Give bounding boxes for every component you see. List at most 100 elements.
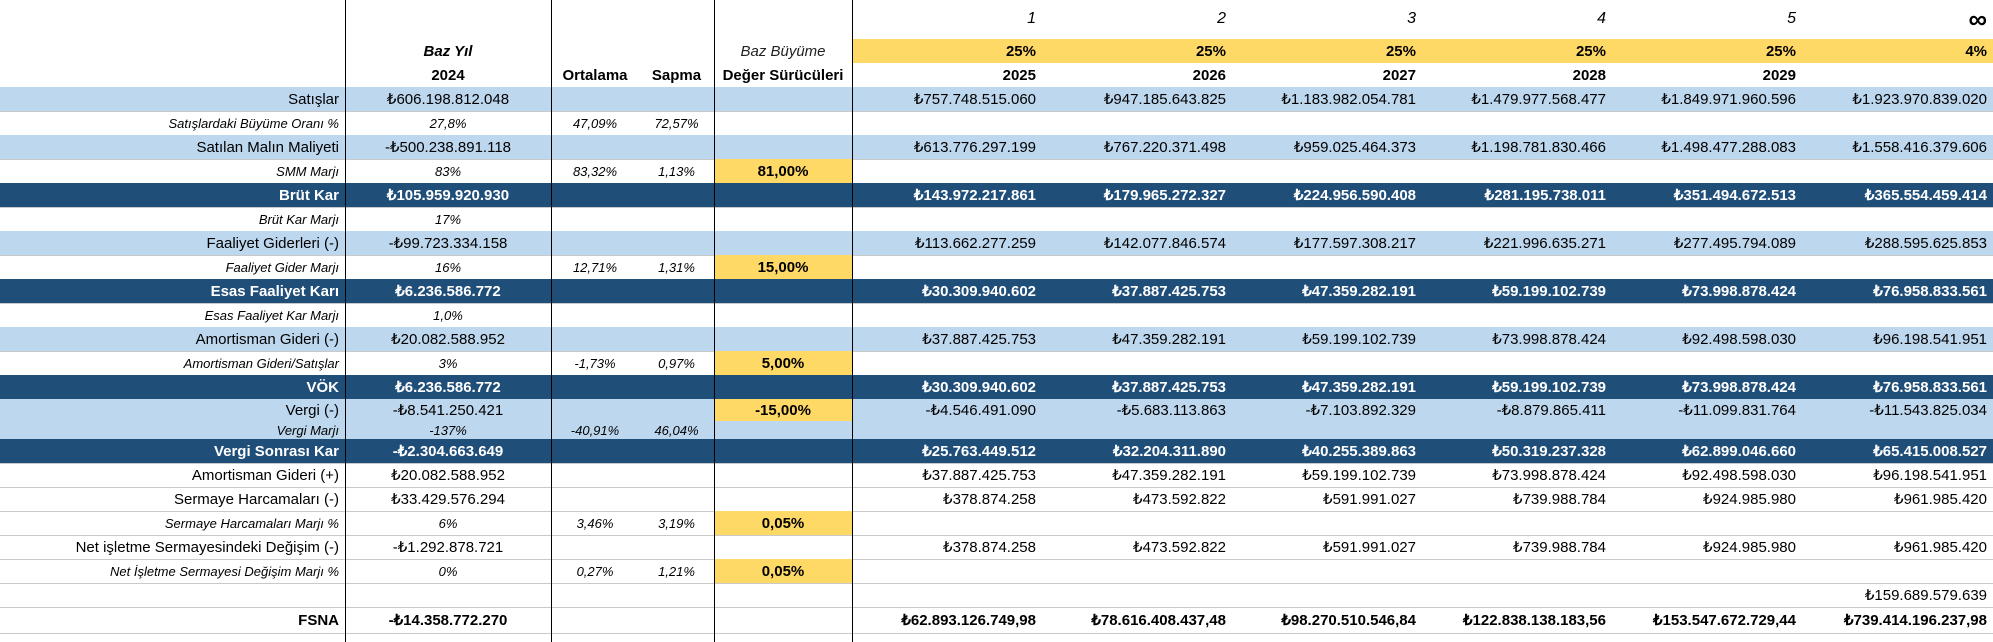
deviation-value: 3,19% — [658, 515, 695, 531]
average-value — [551, 327, 639, 351]
growth-rate: 25% — [1612, 39, 1802, 63]
base-year: 2024 — [431, 66, 465, 84]
row-label — [0, 583, 345, 607]
average-value — [551, 231, 639, 255]
table-row: Faaliyet Gider Marjı 16% 12,71% 1,31% 15,00% — [0, 255, 1993, 279]
value-driver-input — [714, 111, 852, 135]
growth-rate: 25% — [1042, 39, 1232, 63]
value-driver-input[interactable]: 5,00% — [714, 351, 852, 375]
projection-value: ₺142.077.846.574 — [1103, 235, 1226, 252]
projection-value: ₺59.199.102.739 — [1492, 379, 1606, 396]
projection-year: 2026 — [1192, 66, 1226, 84]
projection-value: ₺473.592.822 — [1133, 539, 1226, 556]
table-row: Satılan Malın Maliyeti -₺500.238.891.118 ₺… — [0, 135, 1993, 159]
value-driver-input — [714, 303, 852, 327]
projection-value: ₺76.958.833.561 — [1873, 379, 1987, 396]
projection-value: ₺924.985.980 — [1703, 491, 1796, 508]
value-driver-input — [714, 207, 852, 231]
table-row: ₺159.689.579.639 — [0, 583, 1993, 607]
row-label: Brüt Kar Marjı — [258, 211, 339, 227]
projection-value: ₺177.597.308.217 — [1293, 235, 1416, 252]
projection-value — [1422, 207, 1612, 231]
base-year-value: ₺33.429.576.294 — [391, 491, 505, 508]
average-value: 3,46% — [576, 515, 614, 531]
projection-value: ₺78.616.408.437,48 — [1091, 612, 1226, 629]
projection-value — [1612, 421, 1802, 439]
value-driver-input[interactable]: 15,00% — [714, 255, 852, 279]
row-divider — [0, 303, 1993, 304]
terminal-period-infinity: ∞ — [1968, 3, 1987, 34]
projection-value: ₺153.547.672.729,44 — [1652, 612, 1796, 629]
value-driver-input[interactable]: 0,05% — [714, 559, 852, 583]
projection-value — [1232, 511, 1422, 535]
projection-value — [852, 111, 1042, 135]
projection-value: -₺5.683.113.863 — [1116, 402, 1226, 419]
projection-value — [852, 559, 1042, 583]
row-label: Esas Faaliyet Karı — [210, 282, 339, 300]
deviation-value — [639, 463, 714, 487]
value-driver-input[interactable]: 81,00% — [714, 159, 852, 183]
base-year-value: ₺20.082.588.952 — [391, 467, 505, 484]
projection-value: ₺739.988.784 — [1513, 539, 1606, 556]
projection-value: ₺757.748.515.060 — [913, 91, 1036, 108]
table-row: Net İşletme Sermayesi Değişim Marjı % 0% 0… — [0, 559, 1993, 583]
projection-value — [1802, 303, 1993, 327]
base-year-value: -₺8.541.250.421 — [392, 402, 504, 419]
value-driver-input — [714, 421, 852, 439]
base-year-value: 17% — [434, 211, 462, 227]
projection-value: ₺113.662.277.259 — [914, 235, 1036, 252]
projection-value — [1802, 255, 1993, 279]
projection-value — [1802, 207, 1993, 231]
base-year-value: 6% — [438, 515, 458, 531]
projection-value: ₺47.359.282.191 — [1112, 467, 1226, 484]
projection-value — [1422, 511, 1612, 535]
value-driver-input — [714, 279, 852, 303]
projection-value: ₺378.874.258 — [943, 491, 1036, 508]
deviation-value — [639, 231, 714, 255]
projection-value — [1612, 159, 1802, 183]
projection-value: ₺591.991.027 — [1323, 491, 1416, 508]
period-number: 4 — [1597, 9, 1606, 27]
row-divider — [0, 535, 1993, 536]
projection-value — [1232, 159, 1422, 183]
period-number: 1 — [1027, 9, 1036, 27]
base-year-value — [345, 583, 551, 607]
projection-value: ₺37.887.425.753 — [1112, 379, 1226, 396]
projection-value — [1042, 583, 1232, 607]
projection-value: ₺65.415.008.527 — [1873, 443, 1987, 460]
value-driver-input[interactable]: 0,05% — [714, 511, 852, 535]
period-number: 5 — [1787, 9, 1796, 27]
average-value: -1,73% — [574, 355, 616, 371]
row-label: Net işletme Sermayesindeki Değişim (-) — [75, 538, 339, 556]
base-year-value: -₺1.292.878.721 — [392, 539, 504, 556]
column-border — [714, 0, 715, 642]
projection-value: ₺351.494.672.513 — [1673, 187, 1796, 204]
row-label: Brüt Kar — [278, 186, 339, 204]
table-row: Net işletme Sermayesindeki Değişim (-) -₺… — [0, 535, 1993, 559]
projection-value: ₺1.183.982.054.781 — [1281, 91, 1416, 108]
projection-value — [1612, 111, 1802, 135]
table-row: FSNA -₺14.358.772.270 ₺62.893.126.749,98 ₺7… — [0, 607, 1993, 633]
value-driver-input[interactable]: -15,00% — [714, 399, 852, 421]
base-year-value: 0% — [438, 563, 458, 579]
value-driver-input — [714, 135, 852, 159]
average-value: 0,27% — [576, 563, 614, 579]
column-border — [551, 0, 552, 642]
projection-value: ₺92.498.598.030 — [1682, 331, 1796, 348]
average-value — [551, 439, 639, 463]
average-label: Ortalama — [562, 66, 628, 84]
projection-value — [852, 583, 1042, 607]
base-year-value: 1,0% — [433, 307, 463, 323]
row-divider — [0, 207, 1993, 208]
projection-value: ₺613.776.297.199 — [913, 139, 1036, 156]
deviation-value: 0,97% — [658, 355, 695, 371]
value-driver-input — [714, 487, 852, 511]
projection-value — [852, 511, 1042, 535]
table-row: Esas Faaliyet Karı ₺6.236.586.772 ₺30.309.… — [0, 279, 1993, 303]
deviation-value — [639, 375, 714, 399]
table-row: Amortisman Gideri (-) ₺20.082.588.952 ₺37.… — [0, 327, 1993, 351]
table-row: Vergi (-) -₺8.541.250.421 -15,00% -₺4.546.4… — [0, 399, 1993, 421]
projection-value: ₺96.198.541.951 — [1873, 331, 1987, 348]
projection-value: ₺277.495.794.089 — [1673, 235, 1796, 252]
average-value: 47,09% — [572, 115, 618, 131]
